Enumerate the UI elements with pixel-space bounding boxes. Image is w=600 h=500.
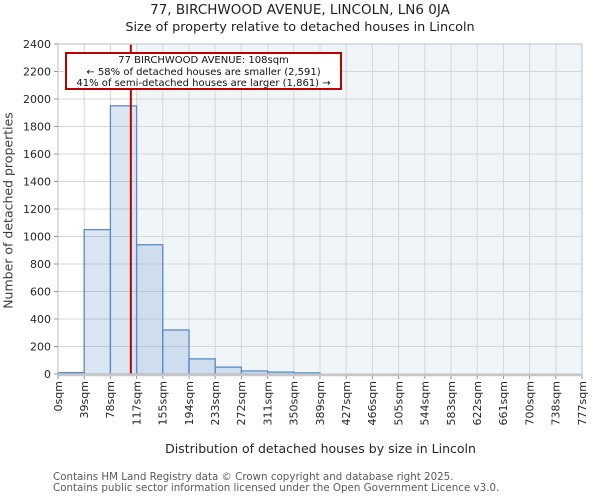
chart-subtitle: Size of property relative to detached ho… [125, 20, 475, 35]
svg-text:505sqm: 505sqm [392, 381, 405, 425]
license-footer: Contains HM Land Registry data © Crown c… [53, 471, 500, 495]
footer-line1: Contains HM Land Registry data © Crown c… [53, 471, 454, 483]
svg-text:738sqm: 738sqm [550, 381, 563, 425]
y-tick-labels: 0 200 400 600 800 1000 1200 1400 1600 1800 2000 220… [23, 38, 51, 381]
footer-line2: Contains public sector information licen… [53, 482, 500, 495]
svg-text:2400: 2400 [23, 38, 51, 51]
y-axis-label: Number of detached properties [0, 112, 16, 309]
x-axis-label: Distribution of detached houses by size … [165, 441, 476, 456]
svg-text:400: 400 [30, 313, 51, 326]
svg-text:311sqm: 311sqm [261, 381, 274, 425]
svg-text:155sqm: 155sqm [157, 381, 170, 425]
annotation-line3: 41% of semi-detached houses are larger (… [76, 78, 331, 90]
svg-text:194sqm: 194sqm [183, 381, 196, 425]
svg-text:39sqm: 39sqm [78, 381, 91, 418]
svg-text:117sqm: 117sqm [130, 381, 143, 425]
annotation-line2: ← 58% of detached houses are smaller (2,… [86, 66, 321, 78]
svg-text:1600: 1600 [23, 148, 51, 161]
svg-text:1800: 1800 [23, 120, 51, 133]
svg-text:800: 800 [30, 258, 51, 271]
svg-text:78sqm: 78sqm [104, 381, 117, 418]
svg-text:466sqm: 466sqm [366, 381, 379, 425]
svg-text:1400: 1400 [23, 175, 51, 188]
svg-text:2200: 2200 [23, 65, 51, 78]
svg-text:350sqm: 350sqm [288, 381, 301, 425]
x-tick-labels: 0sqm 39sqm 78sqm 117sqm 155sqm 194sqm 233sqm 27… [52, 381, 589, 425]
svg-text:661sqm: 661sqm [497, 381, 510, 425]
svg-text:272sqm: 272sqm [235, 381, 248, 425]
svg-text:1000: 1000 [23, 230, 51, 243]
axis-ticks [54, 43, 583, 379]
annotation-box: 77 BIRCHWOOD AVENUE: 108sqm ← 58% of det… [65, 52, 342, 90]
annotation-line1: 77 BIRCHWOOD AVENUE: 108sqm [118, 55, 289, 66]
svg-text:427sqm: 427sqm [340, 381, 353, 425]
svg-text:544sqm: 544sqm [419, 381, 432, 425]
svg-text:1200: 1200 [23, 203, 51, 216]
svg-text:777sqm: 777sqm [576, 381, 589, 425]
histogram-bars [57, 105, 321, 375]
svg-text:700sqm: 700sqm [523, 381, 536, 425]
svg-text:0sqm: 0sqm [52, 381, 65, 411]
svg-text:389sqm: 389sqm [314, 381, 327, 425]
svg-text:2000: 2000 [23, 93, 51, 106]
svg-text:600: 600 [30, 285, 51, 298]
svg-text:233sqm: 233sqm [209, 381, 222, 425]
svg-text:200: 200 [30, 340, 51, 353]
svg-text:622sqm: 622sqm [471, 381, 484, 425]
svg-text:583sqm: 583sqm [445, 381, 458, 425]
svg-text:0: 0 [44, 368, 51, 381]
chart-title: 77, BIRCHWOOD AVENUE, LINCOLN, LN6 0JA [150, 2, 450, 18]
